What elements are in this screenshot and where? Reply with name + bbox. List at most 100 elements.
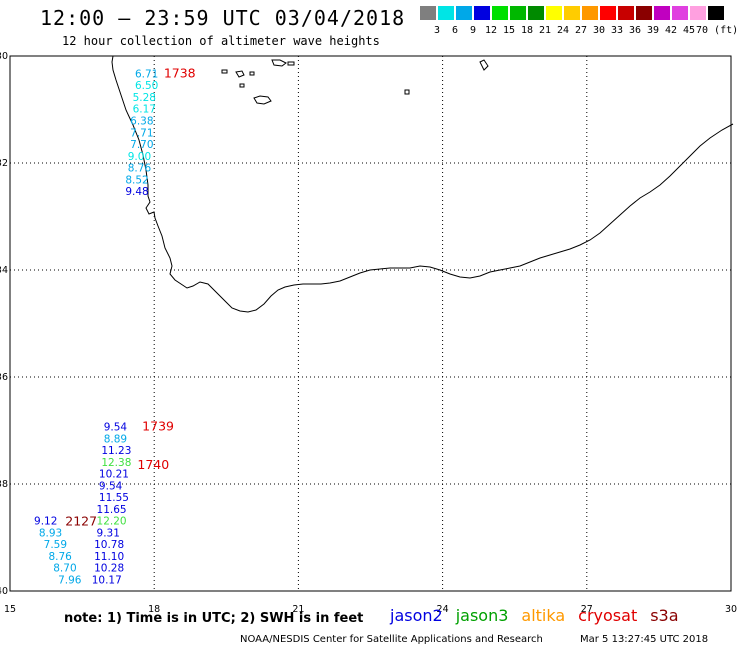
x-tick-label: 18 (148, 604, 160, 615)
scale-label: 18 (520, 25, 534, 36)
wave-height-value: 12.38 (101, 457, 131, 469)
wave-height-value: 10.28 (94, 563, 124, 575)
wave-height-value: 10.17 (92, 575, 122, 587)
credit-text: NOAA/NESDIS Center for Satellite Applica… (240, 634, 543, 645)
y-tick-label: -32 (0, 158, 8, 169)
wave-height-value: 9.12 (34, 516, 57, 528)
island-1 (221, 69, 228, 74)
scale-label: 39 (646, 25, 660, 36)
scale-label: 15 (502, 25, 516, 36)
scale-swatch (582, 6, 598, 20)
lat-lon-grid: 15 18 21 24 27 30 -30 -32 -34 -36 -38 -40 (0, 51, 737, 615)
scale-label: 24 (556, 25, 570, 36)
pass-time-label: 2127 (65, 514, 97, 529)
wave-height-value: 11.23 (101, 445, 131, 457)
scale-label: 42 (664, 25, 678, 36)
scale-swatch (564, 6, 580, 20)
timestamp: Mar 5 13:27:45 UTC 2018 (580, 634, 709, 645)
wave-height-value: 11.10 (94, 551, 124, 563)
wave-height-value: 11.55 (99, 492, 129, 504)
wave-height-value: 12.20 (97, 516, 127, 528)
satellite-legend-altika: altika (521, 606, 566, 625)
wave-height-value: 9.48 (125, 186, 148, 198)
wave-height-value: 7.59 (44, 539, 67, 551)
satellite-legend: jason2 jason3 altika cryosat s3a (390, 606, 692, 625)
island-8 (479, 59, 489, 71)
satellite-legend-s3a: s3a (650, 606, 679, 625)
scale-swatch (528, 6, 544, 20)
wave-height-value: 11.65 (97, 504, 127, 516)
pass-time-labels: 1738 1739 1740 2127 (65, 65, 195, 528)
scale-swatch (438, 6, 454, 20)
scale-label: 30 (592, 25, 606, 36)
scale-swatch (492, 6, 508, 20)
y-tick-label: -30 (0, 51, 8, 62)
island-6 (271, 59, 287, 67)
island-3 (239, 83, 245, 88)
satellite-legend-cryosat: cryosat (578, 606, 638, 625)
wave-height-value: 8.76 (128, 163, 152, 175)
scale-swatch (474, 6, 490, 20)
wave-height-value: 9.31 (97, 527, 120, 539)
scale-label: 27 (574, 25, 588, 36)
scale-swatch (672, 6, 688, 20)
scale-swatch (690, 6, 706, 20)
scale-swatch (636, 6, 652, 20)
scale-swatch (420, 6, 436, 20)
y-tick-label: -34 (0, 265, 8, 276)
x-tick-label: 15 (4, 604, 16, 615)
island-5 (253, 95, 272, 105)
pass-time-label: 1740 (137, 457, 169, 472)
scale-swatch (546, 6, 562, 20)
y-tick-label: -40 (0, 586, 8, 597)
map-frame (9, 55, 732, 592)
scale-label: 36 (628, 25, 642, 36)
scale-label: 12 (484, 25, 498, 36)
wave-height-value: 8.52 (125, 174, 148, 186)
scale-label: 33 (610, 25, 624, 36)
wave-height-value: 10.21 (99, 469, 129, 481)
wave-height-value: 9.54 (104, 422, 128, 434)
wave-height-value: 5.28 (133, 92, 156, 104)
note: note: 1) Time is in UTC; 2) SWH is in fe… (64, 611, 364, 626)
scale-label: 3 (433, 25, 441, 36)
wave-height-value: 9.54 (99, 480, 123, 492)
wave-height-value: 7.70 (130, 139, 153, 151)
satellite-legend-jason3: jason3 (455, 606, 509, 625)
credit: NOAA/NESDIS Center for Satellite Applica… (240, 634, 708, 645)
wave-height-labels: 6.716.505.286.176.387.717.709.008.768.52… (34, 68, 158, 586)
scale-label: 9 (469, 25, 477, 36)
scale-swatch (510, 6, 526, 20)
scale-swatch (600, 6, 616, 20)
coastline-south-africa (111, 55, 734, 313)
island-4 (249, 71, 255, 76)
island-9 (404, 89, 410, 95)
island-7 (287, 61, 295, 66)
scale-label: 45 (682, 25, 696, 36)
map-title: 12:00 – 23:59 UTC 03/04/2018 (40, 6, 406, 30)
y-tick-label: -36 (0, 372, 8, 383)
pass-time-label: 1739 (142, 419, 174, 434)
island-2 (235, 70, 245, 78)
scale-label: 6 (451, 25, 459, 36)
wave-height-value: 10.78 (94, 539, 124, 551)
scale-swatch (618, 6, 634, 20)
x-tick-label: 21 (292, 604, 304, 615)
wave-height-value: 7.71 (130, 127, 153, 139)
wave-height-value: 7.96 (58, 575, 82, 587)
wave-height-value: 6.71 (135, 68, 158, 80)
map-subtitle: 12 hour collection of altimeter wave hei… (62, 34, 380, 48)
scale-label: 70 (ft) (696, 25, 739, 36)
wave-height-value: 8.70 (53, 563, 76, 575)
scale-swatch (654, 6, 670, 20)
x-tick-label: 27 (581, 604, 593, 615)
pass-time-label: 1738 (164, 65, 196, 80)
scale-label: 21 (538, 25, 552, 36)
coastline (111, 55, 734, 313)
x-tick-label: 30 (725, 604, 737, 615)
y-tick-label: -38 (0, 479, 8, 490)
wave-height-value: 8.89 (104, 433, 127, 445)
wave-height-value: 9.00 (128, 151, 151, 163)
wave-height-value: 6.38 (130, 115, 153, 127)
